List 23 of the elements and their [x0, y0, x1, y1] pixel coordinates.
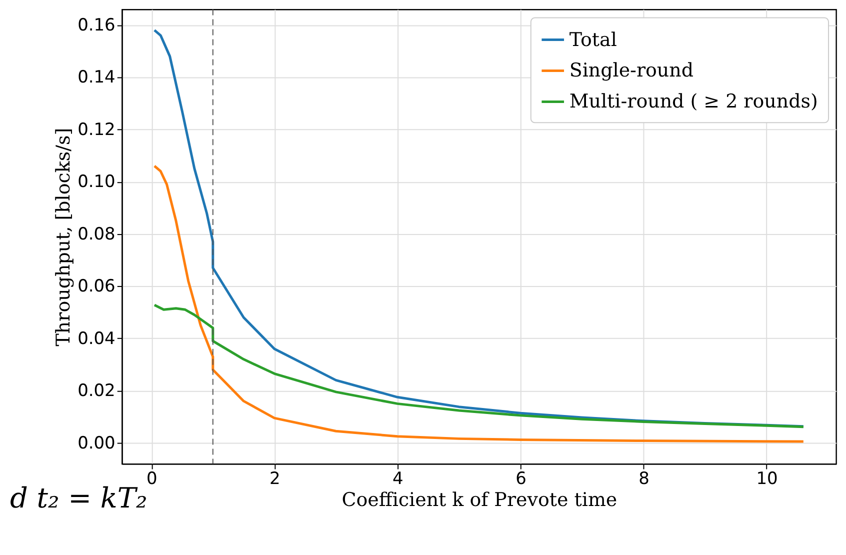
- x-tick-label: 4: [392, 469, 404, 490]
- y-tick-label: 0.06: [78, 276, 116, 297]
- y-tick-label: 0.10: [78, 172, 116, 192]
- line-series: [153, 304, 805, 428]
- legend-label: Single-round: [569, 60, 694, 82]
- y-tick-label: 0.00: [78, 433, 116, 454]
- x-tick-label: 6: [516, 469, 526, 490]
- y-tick-label: 0.12: [78, 120, 116, 140]
- x-tick-label: 0: [146, 469, 158, 490]
- y-tick-label: 0.14: [78, 68, 116, 88]
- legend-label: Multi-round ( ≥ 2 rounds): [569, 90, 818, 113]
- x-tick-label: 8: [638, 469, 650, 490]
- y-tick-label: 0.04: [78, 328, 116, 349]
- y-axis-title: Throughput, [blocks/s]: [52, 128, 75, 346]
- y-tick-label: 0.02: [78, 381, 116, 402]
- x-tick-label: 2: [270, 469, 280, 490]
- line-series: [153, 164, 805, 443]
- x-axis-title: Coefficient k of Prevote time: [342, 489, 618, 512]
- legend-label: Total: [569, 28, 617, 51]
- text: d t₂ = kT₂: [10, 482, 148, 515]
- x-tick-label: 10: [756, 469, 778, 490]
- y-tick-label: 0.16: [78, 15, 116, 36]
- y-tick-label: 0.08: [78, 224, 116, 244]
